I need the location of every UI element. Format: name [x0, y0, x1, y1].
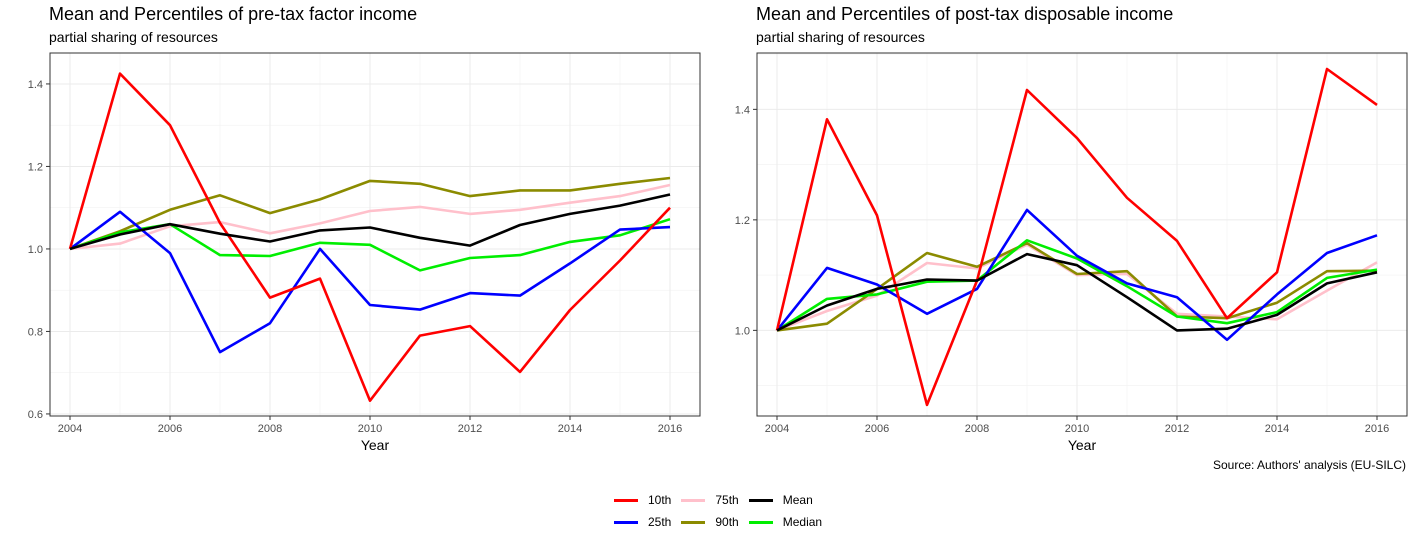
left-y-tick-label-1-0: 1.0 — [28, 244, 43, 256]
right-series-median — [776, 239, 1378, 332]
left-chart-title: Mean and Percentiles of pre-tax factor i… — [49, 4, 418, 24]
right-x-tick-label-2016: 2016 — [1365, 423, 1389, 435]
legend-item-10th: 10th — [614, 492, 671, 508]
legend-key-10th — [614, 498, 638, 502]
left-series-10th — [68, 72, 671, 403]
left-y-tick-label-1-2: 1.2 — [28, 161, 43, 173]
left-x-tick-label-2004: 2004 — [58, 423, 82, 435]
right-y-tick-label-1-0: 1.0 — [735, 325, 750, 337]
legend-key-mean — [748, 498, 773, 502]
legend-item-90th: 90th — [681, 514, 739, 530]
left-x-tick-label-2006: 2006 — [158, 423, 182, 435]
legend-item-median: Median — [748, 514, 823, 530]
left-y-tick-label-1-4: 1.4 — [28, 79, 43, 91]
left-x-tick-label-2016: 2016 — [658, 423, 682, 435]
right-series-mean — [776, 252, 1378, 332]
right-x-tick-label-2012: 2012 — [1165, 423, 1189, 435]
source-caption: Source: Authors' analysis (EU-SILC) — [1212, 458, 1406, 472]
legend-label-25th: 25th — [648, 515, 672, 529]
right-x-tick-label-2010: 2010 — [1065, 423, 1089, 435]
legend-item-25th: 25th — [614, 514, 671, 530]
right-y-tick-label-1-2: 1.2 — [735, 215, 750, 227]
left-y-tick-label-0-8: 0.8 — [28, 326, 43, 338]
legend-label-median: Median — [782, 515, 823, 529]
right-chart-title: Mean and Percentiles of post-tax disposa… — [756, 4, 1174, 24]
left-panel-border — [49, 52, 701, 417]
legend-label-mean: Mean — [782, 493, 813, 507]
right-x-tick-label-2004: 2004 — [765, 423, 789, 435]
right-x-axis-title: Year — [1068, 437, 1097, 453]
left-y-tick-label-0-6: 0.6 — [28, 409, 43, 421]
legend-label-75th: 75th — [715, 493, 739, 507]
legend-item-75th: 75th — [681, 492, 739, 508]
legend-item-mean: Mean — [748, 492, 822, 508]
right-panel-border — [756, 52, 1408, 417]
right-x-tick-label-2006: 2006 — [865, 423, 889, 435]
right-y-tick-label-1-4: 1.4 — [735, 104, 750, 116]
left-x-tick-label-2008: 2008 — [258, 423, 282, 435]
right-x-tick-label-2008: 2008 — [965, 423, 989, 435]
left-chart-subtitle: partial sharing of resources — [49, 29, 218, 45]
right-series-10th — [775, 67, 1378, 407]
legend-key-75th — [681, 498, 706, 502]
legend-key-median — [748, 520, 773, 524]
legend-label-10th: 10th — [648, 493, 672, 507]
left-series-25th — [69, 210, 671, 354]
left-x-tick-label-2010: 2010 — [358, 423, 382, 435]
legend-key-25th — [614, 520, 638, 524]
left-x-tick-label-2012: 2012 — [458, 423, 482, 435]
left-x-axis-title: Year — [361, 437, 390, 453]
legend-label-90th: 90th — [715, 515, 739, 529]
legend-key-90th — [681, 520, 706, 524]
right-chart-subtitle: partial sharing of resources — [756, 29, 925, 45]
left-series-mean — [69, 193, 671, 251]
right-x-tick-label-2014: 2014 — [1265, 423, 1289, 435]
right-series-25th — [775, 208, 1378, 342]
legend: 10th 75th Mean 25th 90th Median — [614, 492, 822, 530]
left-x-tick-label-2014: 2014 — [558, 423, 582, 435]
left-series-75th — [69, 183, 671, 251]
left-series-90th — [69, 176, 671, 251]
